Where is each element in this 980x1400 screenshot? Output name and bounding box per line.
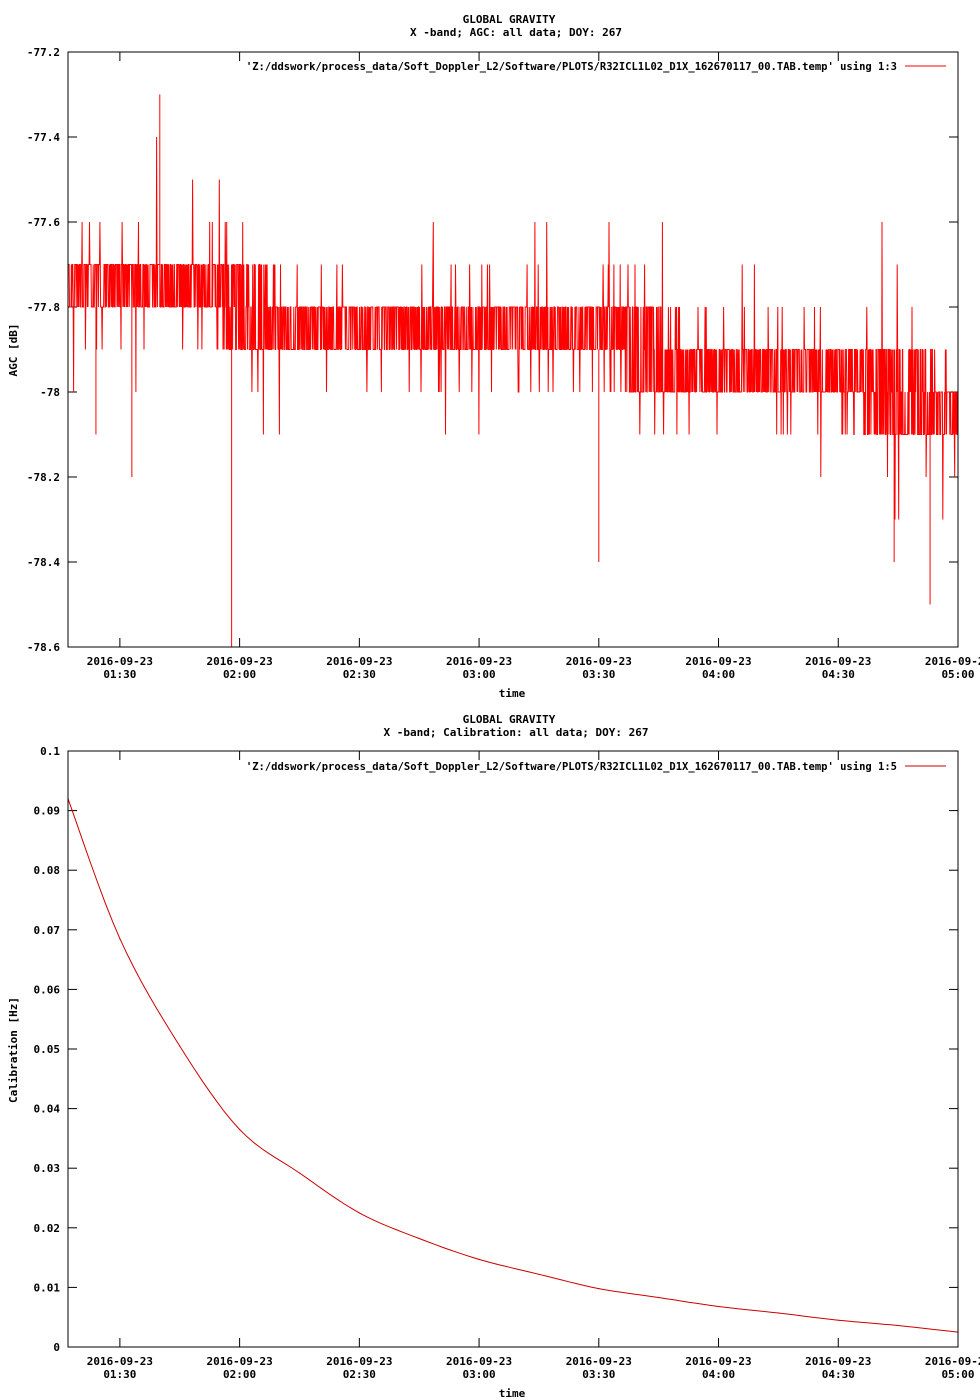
calibration-data-point [418, 1237, 420, 1240]
agc-x-tick-date: 2016-09-23 [446, 655, 512, 668]
calibration-x-tick-time: 03:30 [582, 1368, 615, 1381]
calibration-y-tick-label: 0.09 [34, 805, 61, 818]
agc-x-tick-date: 2016-09-23 [805, 655, 871, 668]
calibration-legend-label: 'Z:/ddswork/process_data/Soft_Doppler_L2… [246, 761, 897, 773]
calibration-x-tick-time: 01:30 [103, 1368, 136, 1381]
agc-x-tick-time: 01:30 [103, 668, 136, 681]
calibration-x-tick-date: 2016-09-23 [925, 1355, 980, 1368]
calibration-x-tick-labels: 2016-09-2301:302016-09-2302:002016-09-23… [87, 1355, 980, 1381]
calibration-data-point [239, 1128, 241, 1131]
calibration-plot-frame [67, 750, 959, 1348]
calibration-data-point [298, 1172, 301, 1174]
agc-x-tick-time: 05:00 [941, 668, 974, 681]
agc-x-tick-time: 03:00 [463, 668, 496, 681]
calibration-x-tick-date: 2016-09-23 [87, 1355, 153, 1368]
agc-series-line [68, 94, 959, 647]
agc-y-tick-label: -78.6 [27, 641, 60, 654]
calibration-y-tick-label: 0.03 [34, 1162, 61, 1175]
calibration-x-tick-date: 2016-09-23 [206, 1355, 272, 1368]
agc-y-tick-label: -78 [40, 386, 60, 399]
agc-y-tick-label: -77.4 [27, 131, 60, 144]
calibration-data-point [837, 1319, 839, 1321]
agc-legend: 'Z:/ddswork/process_data/Soft_Doppler_L2… [246, 61, 946, 73]
calibration-y-tick-label: 0.04 [34, 1103, 61, 1116]
agc-x-tick-time: 04:30 [822, 668, 855, 681]
agc-y-tick-label: -77.8 [27, 301, 60, 314]
calibration-data-point [478, 1258, 480, 1260]
calibration-data-point [358, 1212, 360, 1214]
agc-x-tick-date: 2016-09-23 [87, 655, 153, 668]
calibration-x-tick-time: 04:30 [822, 1368, 855, 1381]
agc-y-tick-label: -77.2 [27, 46, 60, 59]
calibration-x-tick-date: 2016-09-23 [566, 1355, 632, 1368]
calibration-y-tick-label: 0.01 [34, 1281, 61, 1294]
agc-x-tick-time: 02:30 [343, 668, 376, 681]
calibration-y-tick-label: 0.06 [34, 983, 61, 996]
agc-x-tick-date: 2016-09-23 [326, 655, 392, 668]
calibration-legend: 'Z:/ddswork/process_data/Soft_Doppler_L2… [246, 761, 946, 773]
agc-x-tick-labels: 2016-09-2301:302016-09-2302:002016-09-23… [87, 655, 980, 681]
calibration-data-point [538, 1273, 540, 1275]
calibration-data-point [717, 1305, 720, 1308]
agc-x-tick-date: 2016-09-23 [206, 655, 272, 668]
calibration-x-axis-label: time [499, 1387, 526, 1400]
agc-plot-frame [67, 51, 959, 648]
agc-x-tick-time: 02:00 [223, 668, 256, 681]
agc-x-tick-date: 2016-09-23 [685, 655, 751, 668]
agc-y-tick-labels: -77.2 -77.4 -77.6 -77.8 -78 -78.2 -78.4 -78.6 [27, 46, 60, 654]
agc-x-tick-date: 2016-09-23 [925, 655, 980, 668]
agc-legend-label: 'Z:/ddswork/process_data/Soft_Doppler_L2… [246, 61, 897, 73]
agc-chart-subtitle: X -band; AGC: all data; DOY: 267 [410, 26, 622, 39]
calibration-y-tick-label: 0 [53, 1341, 60, 1354]
agc-series-path [68, 136, 959, 520]
agc-chart-title: GLOBAL GRAVITY [463, 13, 556, 26]
calibration-x-tick-date: 2016-09-23 [805, 1355, 871, 1368]
agc-y-tick-label: -78.4 [27, 556, 60, 569]
calibration-series-path [67, 798, 959, 1333]
calibration-y-tick-label: 0.07 [34, 924, 61, 937]
calibration-chart-title: GLOBAL GRAVITY [463, 713, 556, 726]
agc-y-tick-label: -78.2 [27, 471, 60, 484]
calibration-series-line [67, 798, 959, 1333]
calibration-y-tick-label: 0.05 [34, 1043, 61, 1056]
agc-y-axis-label: AGC [dB] [7, 324, 20, 377]
calibration-chart: GLOBAL GRAVITY X -band; Calibration: all… [7, 713, 980, 1400]
calibration-chart-subtitle: X -band; Calibration: all data; DOY: 267 [384, 726, 649, 739]
calibration-data-point [897, 1324, 899, 1327]
calibration-y-tick-label: 0.02 [34, 1222, 61, 1235]
agc-y-tick-label: -77.6 [27, 216, 60, 229]
agc-x-tick-date: 2016-09-23 [566, 655, 632, 668]
calibration-data-point [179, 1045, 181, 1047]
calibration-x-tick-time: 02:30 [343, 1368, 376, 1381]
agc-x-tick-time: 03:30 [582, 668, 615, 681]
calibration-data-point [658, 1296, 660, 1299]
agc-x-axis-label: time [499, 687, 526, 700]
agc-chart: GLOBAL GRAVITY X -band; AGC: all data; D… [7, 13, 980, 700]
calibration-x-tick-time: 05:00 [941, 1368, 974, 1381]
calibration-y-tick-label: 0.08 [34, 864, 61, 877]
calibration-data-point [777, 1312, 780, 1314]
calibration-x-tick-date: 2016-09-23 [446, 1355, 512, 1368]
calibration-data-point [119, 938, 121, 940]
agc-x-tick-time: 04:00 [702, 668, 735, 681]
calibration-x-tick-date: 2016-09-23 [685, 1355, 751, 1368]
calibration-y-tick-labels: 0 0.01 0.02 0.03 0.04 0.05 0.06 0.07 0.08 0.09 0.1 [34, 745, 61, 1354]
calibration-x-tick-date: 2016-09-23 [326, 1355, 392, 1368]
calibration-x-tick-time: 04:00 [702, 1368, 735, 1381]
calibration-data-point [598, 1287, 600, 1290]
calibration-y-axis-label: Calibration [Hz] [7, 997, 20, 1103]
calibration-x-tick-time: 03:00 [463, 1368, 496, 1381]
calibration-y-tick-label: 0.1 [40, 745, 60, 758]
calibration-x-tick-time: 02:00 [223, 1368, 256, 1381]
